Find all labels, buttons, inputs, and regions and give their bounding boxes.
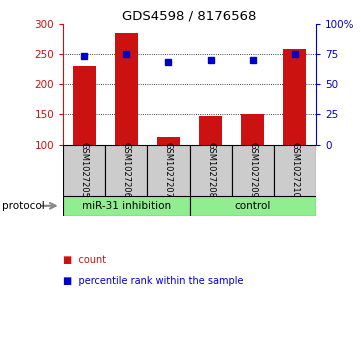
- Bar: [274, 145, 316, 196]
- Bar: [283, 49, 306, 145]
- Bar: [190, 145, 232, 196]
- Text: GSM1027205: GSM1027205: [80, 142, 89, 198]
- Bar: [115, 33, 138, 145]
- Text: GSM1027208: GSM1027208: [206, 142, 215, 198]
- Text: control: control: [235, 201, 271, 211]
- Text: GSM1027206: GSM1027206: [122, 142, 131, 198]
- Text: protocol: protocol: [2, 201, 44, 211]
- Bar: [199, 116, 222, 145]
- Bar: [190, 196, 316, 216]
- Bar: [147, 145, 190, 196]
- Bar: [105, 145, 147, 196]
- Text: miR-31 inhibition: miR-31 inhibition: [82, 201, 171, 211]
- Text: ■  percentile rank within the sample: ■ percentile rank within the sample: [63, 276, 244, 286]
- Bar: [63, 196, 190, 216]
- Bar: [73, 66, 96, 145]
- Bar: [241, 114, 264, 145]
- Text: GSM1027209: GSM1027209: [248, 142, 257, 198]
- Bar: [232, 145, 274, 196]
- Bar: [63, 145, 105, 196]
- Bar: [157, 138, 180, 145]
- Text: GSM1027210: GSM1027210: [290, 142, 299, 198]
- Text: ■  count: ■ count: [63, 254, 106, 265]
- Text: GSM1027207: GSM1027207: [164, 142, 173, 198]
- Title: GDS4598 / 8176568: GDS4598 / 8176568: [122, 9, 257, 23]
